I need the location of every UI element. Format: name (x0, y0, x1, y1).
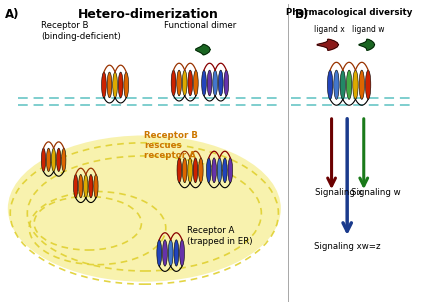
Ellipse shape (94, 174, 98, 198)
Ellipse shape (174, 240, 179, 266)
Ellipse shape (51, 148, 56, 172)
Text: Hetero-dimerization: Hetero-dimerization (78, 8, 219, 21)
Ellipse shape (334, 70, 339, 99)
Ellipse shape (353, 70, 358, 99)
Ellipse shape (346, 70, 352, 99)
Ellipse shape (124, 72, 129, 98)
Ellipse shape (218, 70, 223, 96)
Polygon shape (359, 39, 374, 50)
Ellipse shape (180, 240, 184, 266)
Ellipse shape (224, 70, 229, 96)
Text: Receptor A
(trapped in ER): Receptor A (trapped in ER) (187, 226, 253, 245)
Ellipse shape (168, 240, 173, 266)
Ellipse shape (182, 158, 187, 183)
Ellipse shape (207, 70, 212, 96)
Ellipse shape (41, 148, 45, 172)
Ellipse shape (46, 148, 51, 172)
Ellipse shape (113, 72, 117, 98)
Ellipse shape (177, 158, 181, 183)
Ellipse shape (213, 70, 218, 96)
Ellipse shape (89, 174, 93, 198)
Polygon shape (317, 39, 338, 50)
Ellipse shape (366, 70, 371, 99)
Ellipse shape (182, 70, 187, 96)
Ellipse shape (340, 70, 346, 99)
Text: Signaling xw=z: Signaling xw=z (314, 242, 380, 251)
Ellipse shape (62, 148, 66, 172)
Text: Receptor B
rescues
receptor A: Receptor B rescues receptor A (144, 131, 198, 160)
Text: Receptor B
(binding-deficient): Receptor B (binding-deficient) (41, 21, 121, 41)
Ellipse shape (162, 240, 167, 266)
Ellipse shape (207, 158, 211, 183)
Polygon shape (196, 44, 210, 55)
Ellipse shape (217, 158, 222, 183)
Text: Signaling x: Signaling x (315, 188, 363, 196)
Text: A): A) (5, 8, 20, 21)
Ellipse shape (198, 158, 203, 183)
Ellipse shape (212, 158, 216, 183)
Ellipse shape (171, 70, 176, 96)
Text: Pharmacological diversity: Pharmacological diversity (286, 8, 412, 17)
Ellipse shape (193, 70, 198, 96)
Text: Functional dimer: Functional dimer (164, 21, 236, 30)
Text: B): B) (295, 8, 309, 21)
Ellipse shape (157, 240, 162, 266)
Ellipse shape (8, 136, 281, 282)
Ellipse shape (118, 72, 123, 98)
Ellipse shape (177, 70, 181, 96)
Ellipse shape (201, 70, 207, 96)
Ellipse shape (57, 148, 61, 172)
Ellipse shape (102, 72, 106, 98)
Ellipse shape (74, 174, 78, 198)
Ellipse shape (228, 158, 232, 183)
Ellipse shape (193, 158, 198, 183)
Ellipse shape (223, 158, 227, 183)
Ellipse shape (359, 70, 365, 99)
Text: ligand x: ligand x (314, 25, 345, 34)
Text: ligand w: ligand w (352, 25, 385, 34)
Text: Signaling w: Signaling w (351, 188, 401, 196)
Ellipse shape (79, 174, 83, 198)
Ellipse shape (327, 70, 333, 99)
Ellipse shape (107, 72, 112, 98)
Ellipse shape (188, 158, 193, 183)
Ellipse shape (188, 70, 193, 96)
Ellipse shape (84, 174, 88, 198)
